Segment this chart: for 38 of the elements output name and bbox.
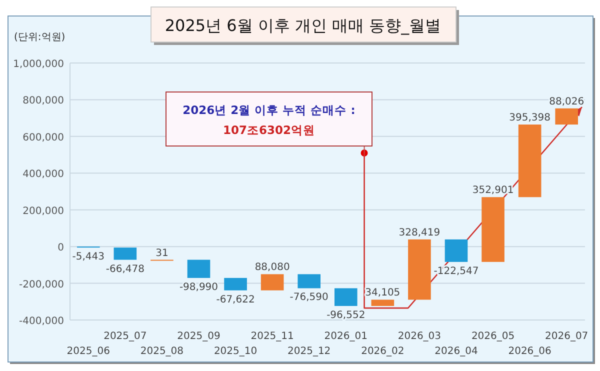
x-tick-label: 2026_02 [361,346,404,357]
x-tick-label: 2026_03 [398,331,442,342]
x-tick-label: 2025_07 [104,331,147,342]
chart-title: 2025년 6월 이후 개인 매매 동향_월별 [164,16,442,35]
data-label: -67,622 [216,294,255,306]
x-tick-label: 2026_01 [324,331,368,342]
x-tick-label: 2026_05 [471,331,515,342]
data-label: 34,105 [365,288,400,299]
x-tick-label: 2025_09 [177,331,220,342]
y-tick-label: 600,000 [22,132,64,144]
y-tick-label: 800,000 [22,96,64,107]
annotation: 2026년 2월 이후 누적 순매수 : [182,103,356,117]
y-tick-label: 0 [58,242,64,254]
y-tick-label: -200,000 [19,279,64,290]
x-tick-label: 2025_08 [140,346,184,357]
x-tick-label: 2025_06 [66,346,110,357]
y-tick-label: -400,000 [19,316,64,327]
y-tick-label: 400,000 [22,169,64,180]
data-label: 88,080 [254,262,290,274]
data-label: 88,026 [549,96,584,108]
x-tick-label: 2026_04 [434,346,478,357]
annotation: 107조6302억원 [222,123,316,137]
x-tick-label: 2026_07 [545,331,588,342]
x-tick-label: 2025_11 [250,331,294,342]
x-tick-label: 2026_06 [508,346,552,357]
data-label: 328,419 [398,227,440,238]
y-axis-title: (단위:억원) [14,32,66,43]
data-label: 395,398 [509,112,550,124]
x-tick-label: 2025_12 [288,346,331,357]
y-tick-label: 200,000 [22,206,64,217]
data-label: 31 [156,248,168,259]
x-tick-label: 2025_10 [214,346,258,357]
data-label: -66,478 [106,264,144,275]
data-label: -96,552 [326,310,366,321]
data-label: -5,443 [72,252,105,263]
data-label: -98,990 [179,282,218,293]
y-tick-label: 1,000,000 [13,59,64,70]
data-label: -76,590 [290,292,328,304]
